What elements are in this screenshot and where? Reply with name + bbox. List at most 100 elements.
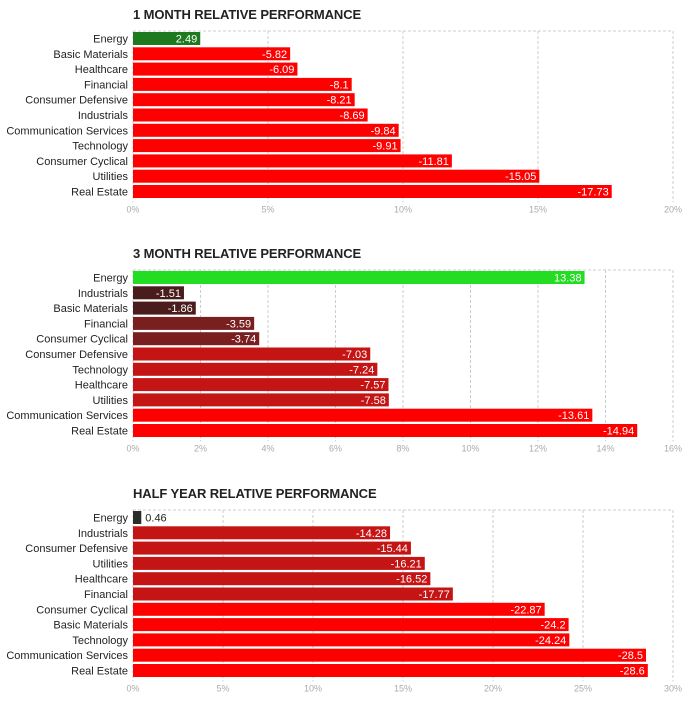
value-label: -28.5 [618, 650, 643, 662]
x-tick-label: 5% [261, 204, 274, 214]
x-tick-label: 0% [126, 204, 139, 214]
value-label: -8.21 [327, 95, 352, 107]
bar-industrials [133, 526, 391, 540]
value-label: -14.28 [356, 528, 387, 540]
value-label: -17.73 [578, 187, 609, 199]
x-tick-label: 20% [484, 683, 502, 693]
value-label: -24.24 [535, 635, 566, 647]
category-label: Real Estate [71, 666, 128, 678]
chart-half-year-plot: 0% 5% 10% 15% 20% 25% 30% Energy 0.46 Industrials… [6, 509, 682, 693]
x-tick-label: 4% [261, 443, 274, 453]
value-label: -8.1 [330, 79, 349, 91]
value-label: -28.6 [620, 666, 645, 678]
bar-healthcare [133, 62, 298, 76]
category-label: Utilities [93, 171, 129, 183]
value-label: -14.94 [603, 426, 634, 438]
category-label: Consumer Defensive [25, 349, 128, 361]
x-tick-label: 10% [394, 204, 412, 214]
x-tick-label: 16% [664, 443, 682, 453]
value-label: 2.49 [176, 34, 197, 46]
bar-basic-materials [133, 301, 196, 315]
category-label: Basic Materials [53, 303, 128, 315]
value-label: 0.46 [145, 513, 166, 525]
category-label: Financial [84, 318, 128, 330]
bar-technology [133, 633, 570, 647]
bar-consumer-defensive [133, 93, 355, 107]
bar-technology [133, 139, 401, 153]
value-label: -24.2 [541, 620, 566, 632]
bar-financial [133, 77, 352, 91]
value-label: -11.81 [418, 156, 448, 168]
category-label: Industrials [78, 288, 129, 300]
x-tick-label: 12% [529, 443, 547, 453]
value-label: 13.38 [554, 273, 582, 285]
value-label: -8.69 [340, 110, 365, 122]
value-label: -22.87 [510, 604, 541, 616]
category-label: Energy [93, 273, 128, 285]
category-label: Communication Services [6, 125, 128, 137]
category-label: Communication Services [6, 410, 128, 422]
value-label: -9.84 [371, 125, 396, 137]
category-label: Real Estate [71, 187, 128, 199]
value-label: -3.74 [231, 334, 256, 346]
bar-utilities [133, 393, 389, 407]
value-label: -7.24 [349, 364, 374, 376]
x-tick-label: 0% [126, 683, 139, 693]
bar-financial [133, 316, 255, 330]
bar-communication-services [133, 648, 646, 662]
category-label: Industrials [78, 528, 129, 540]
value-label: -1.86 [168, 303, 193, 315]
bar-utilities [133, 556, 425, 570]
x-tick-label: 15% [529, 204, 547, 214]
category-label: Basic Materials [53, 49, 128, 61]
bar-basic-materials [133, 47, 291, 61]
value-label: -5.82 [262, 49, 287, 61]
bar-real-estate [133, 664, 648, 677]
value-label: -9.91 [372, 141, 397, 153]
bar-consumer-defensive [133, 541, 411, 555]
category-label: Utilities [93, 395, 129, 407]
category-label: Healthcare [75, 574, 128, 586]
category-label: Consumer Cyclical [36, 334, 128, 346]
bar-industrials [133, 286, 184, 300]
value-label: -3.59 [226, 318, 251, 330]
category-label: Financial [84, 79, 128, 91]
bar-energy [133, 271, 585, 284]
category-label: Technology [72, 364, 128, 376]
value-label: -1.51 [156, 288, 181, 300]
chart-3-month-plot: 0% 2% 4% 6% 8% 10% 12% 14% 16% Energy 13.38 Industr… [6, 269, 682, 453]
bar-financial [133, 587, 453, 601]
x-tick-label: 5% [216, 683, 229, 693]
value-label: -16.52 [396, 574, 427, 586]
chart-1-month-plot: 0% 5% 10% 15% 20% Energy 2.49 Basic Materials -5… [6, 30, 682, 214]
value-label: -15.44 [377, 543, 408, 555]
x-tick-label: 14% [596, 443, 614, 453]
category-label: Consumer Defensive [25, 543, 128, 555]
category-label: Technology [72, 635, 128, 647]
bar-industrials [133, 108, 368, 122]
value-label: -7.57 [360, 380, 385, 392]
bar-communication-services [133, 123, 399, 137]
value-label: -13.61 [558, 410, 589, 422]
category-label: Financial [84, 589, 128, 601]
value-label: -16.21 [391, 558, 422, 570]
category-label: Healthcare [75, 380, 128, 392]
x-tick-label: 8% [396, 443, 409, 453]
x-tick-label: 10% [461, 443, 479, 453]
bar-consumer-cyclical [133, 602, 545, 616]
bar-real-estate [133, 424, 638, 437]
category-label: Energy [93, 34, 128, 46]
bar-consumer-cyclical [133, 332, 260, 346]
category-label: Industrials [78, 110, 129, 122]
x-tick-label: 10% [304, 683, 322, 693]
bar-energy [133, 511, 142, 524]
chart-title: HALF YEAR RELATIVE PERFORMANCE [133, 486, 377, 501]
bar-energy [133, 32, 201, 45]
bar-utilities [133, 169, 540, 183]
chart-title: 3 MONTH RELATIVE PERFORMANCE [133, 246, 362, 261]
value-label: -15.05 [505, 171, 536, 183]
value-label: -17.77 [419, 589, 450, 601]
bar-basic-materials [133, 618, 569, 632]
category-label: Consumer Defensive [25, 95, 128, 107]
category-label: Basic Materials [53, 620, 128, 632]
